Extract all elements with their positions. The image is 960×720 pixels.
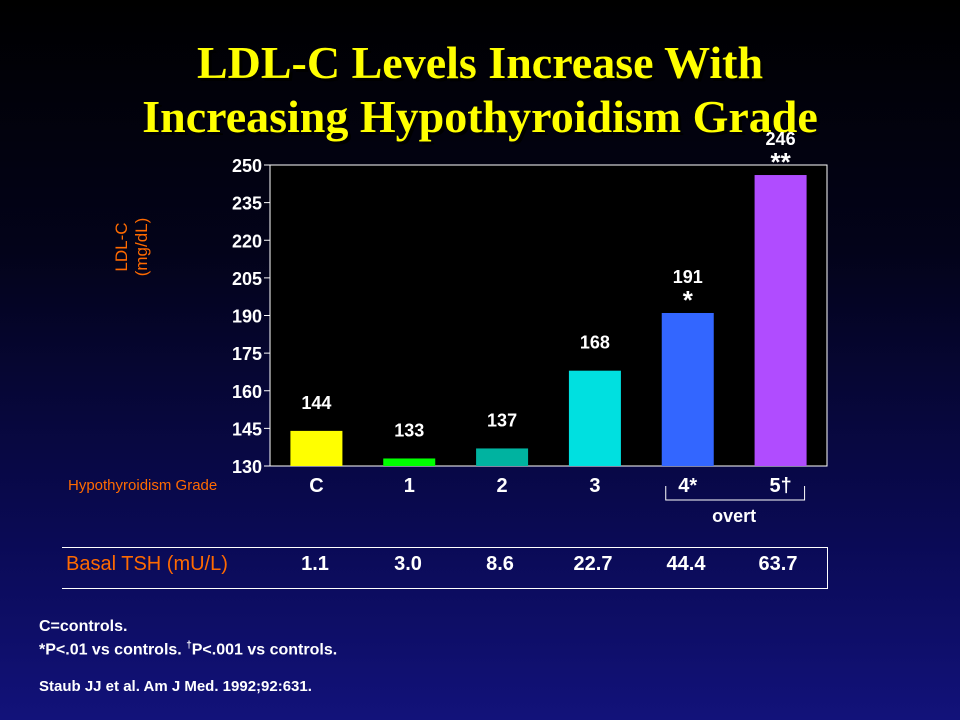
y-tick-label: 205: [232, 269, 262, 289]
tsh-value-5: 63.7: [758, 553, 798, 575]
tsh-value-2: 8.6: [486, 553, 514, 575]
y-tick-label: 190: [232, 307, 262, 327]
bar: [290, 430, 343, 466]
y-tick-label: 145: [232, 419, 262, 439]
tsh-value-c: 1.1: [301, 553, 329, 575]
y-tick-label: 175: [232, 344, 262, 364]
data-label: 133: [394, 420, 424, 440]
x-tick-label: 2: [497, 475, 508, 497]
slide-title: LDL-C Levels Increase With Increasing Hy…: [0, 36, 960, 144]
overt-label: overt: [712, 506, 756, 526]
y-tick-label: 130: [232, 457, 262, 477]
footnote-dagger: †: [186, 640, 192, 651]
overt-bracket: [665, 486, 806, 501]
tsh-row-label: Basal TSH (mU/L): [66, 553, 228, 575]
x-tick-label: 1: [404, 475, 415, 497]
footnote-controls: C=controls.: [39, 618, 128, 635]
data-label: 191: [673, 267, 703, 287]
x-tick-label: 5†: [769, 475, 791, 497]
y-tick-label: 160: [232, 382, 262, 402]
data-label: 168: [580, 333, 610, 353]
significance-marker: **: [770, 147, 791, 177]
bar: [476, 448, 529, 466]
citation: Staub JJ et al. Am J Med. 1992;92:631.: [39, 678, 312, 695]
bar: [383, 458, 436, 466]
bar-chart: 130 145 160 175 190 205 220 235 250 144 C 133 1 137 2 1…: [232, 129, 828, 526]
plot-area: [269, 164, 828, 467]
y-tick-label: 250: [232, 156, 262, 176]
x-tick-label: 3: [589, 475, 600, 497]
data-label: 144: [301, 393, 331, 413]
tsh-table-frame: [62, 547, 828, 589]
bar: [754, 175, 807, 467]
x-axis-label: Hypothyroidism Grade: [68, 477, 218, 494]
bar: [568, 370, 621, 466]
title-line-2: Increasing Hypothyroidism Grade: [142, 91, 818, 142]
title-line-1: LDL-C Levels Increase With: [196, 37, 764, 88]
footnote-sig-b: P<.001 vs controls.: [191, 641, 338, 659]
tsh-value-3: 22.7: [573, 553, 613, 575]
x-tick-label: C: [309, 475, 323, 497]
x-tick-label: 4*: [678, 475, 697, 497]
tsh-value-1: 3.0: [394, 553, 422, 575]
y-tick-label: 220: [232, 231, 262, 251]
bar: [661, 312, 714, 466]
y-tick-label: 235: [232, 194, 262, 214]
data-label: 246: [766, 129, 796, 149]
footnote-sig-a: *P<.01 vs controls.: [39, 641, 187, 659]
data-label: 137: [487, 410, 517, 430]
tsh-value-4: 44.4: [666, 553, 706, 575]
significance-marker: *: [683, 285, 694, 315]
footnote-significance: *P<.01 vs controls. †P<.001 vs controls.: [39, 640, 337, 659]
